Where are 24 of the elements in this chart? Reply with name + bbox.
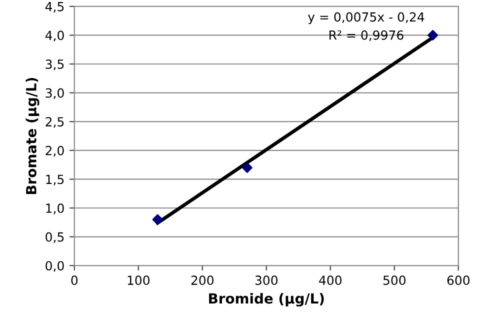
x-tick-label: 300: [255, 276, 278, 285]
y-tick-label: 2,5: [46, 117, 64, 128]
y-tick-label: 4,0: [45, 30, 64, 42]
x-tick-label: 100: [128, 276, 150, 285]
x-axis-title: Bromide (µg/L): [209, 292, 324, 307]
x-tick-label: 0: [71, 276, 78, 285]
annotation: R² = 0,9976: [330, 30, 404, 42]
y-tick-label: 0,5: [46, 232, 64, 243]
point: [152, 214, 163, 225]
y-tick-label: 1,5: [46, 174, 64, 186]
y-tick-label: 1,0: [46, 203, 64, 214]
x-tick-label: 400: [319, 276, 342, 285]
y-tick-label: 2,0: [46, 146, 64, 157]
point: [428, 30, 438, 40]
y-axis-title: Bromate (µg/L): [26, 78, 40, 194]
y-tick-label: 3,5: [46, 59, 64, 70]
x-tick-label: 200: [191, 276, 214, 285]
point: [242, 162, 252, 173]
y-tick-label: 3,0: [46, 88, 64, 99]
y-tick-label: 0,0: [46, 261, 64, 272]
x-tick-label: 500: [383, 276, 406, 285]
annotation: y = 0,0075x - 0,24: [308, 12, 424, 24]
x-tick-label: 600: [447, 276, 470, 285]
y-tick-label: 4,5: [45, 2, 64, 13]
